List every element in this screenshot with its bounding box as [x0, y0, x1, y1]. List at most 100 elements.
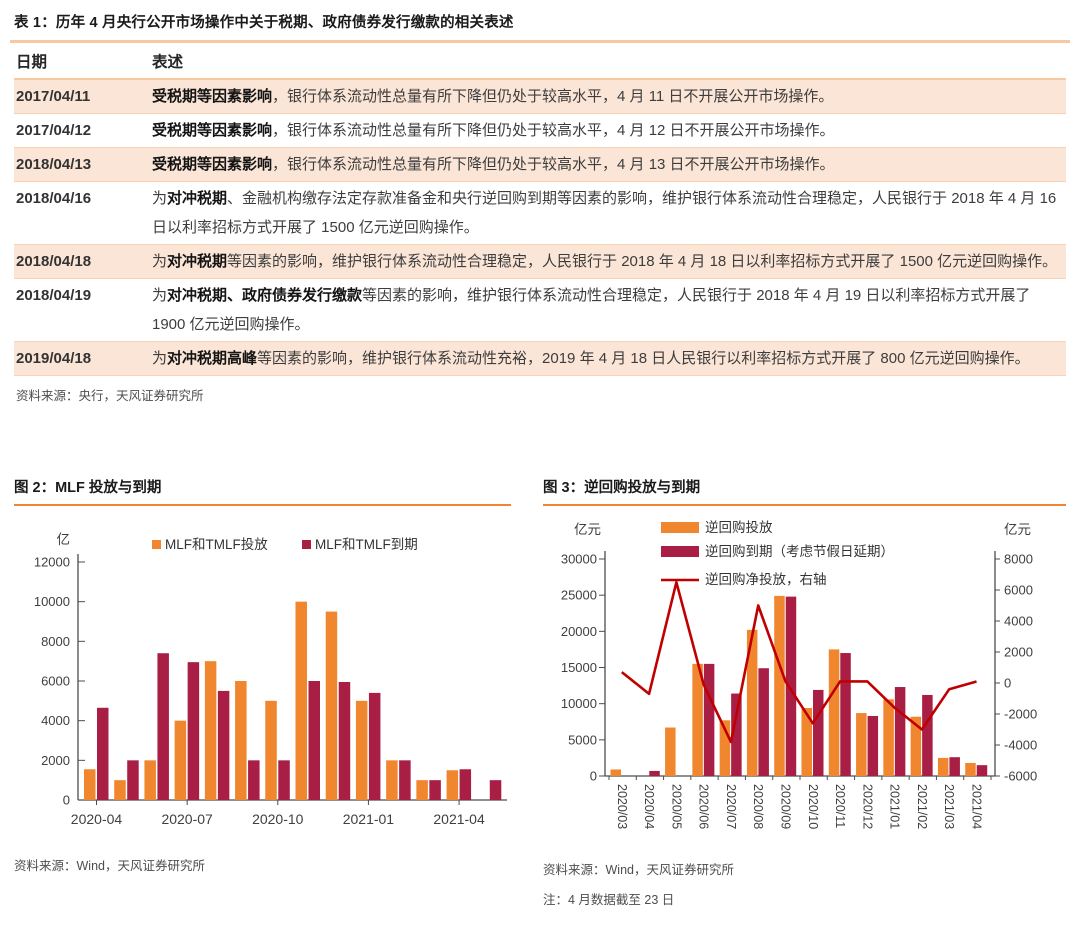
x-tick-label: 2020-10 — [252, 811, 304, 827]
bar — [610, 769, 621, 776]
x-tick-label: 2021/04 — [970, 784, 984, 829]
bar — [97, 707, 109, 800]
bar — [910, 716, 922, 776]
x-tick-label: 2020/04 — [642, 784, 656, 829]
bar — [265, 700, 277, 800]
table-row: 2017/04/12 受税期等因素影响，银行体系流动性总量有所下降但仍处于较高水平… — [14, 114, 1066, 148]
table-row: 2018/04/19 为对冲税期、政府债券发行缴款等因素的影响，维护银行体系流动性… — [14, 279, 1066, 342]
bar — [217, 690, 230, 800]
bar — [368, 692, 381, 800]
x-tick-label: 2021/01 — [888, 784, 902, 829]
mlf-bars-injection — [84, 601, 459, 800]
bar — [828, 649, 840, 776]
table-title: 表 1：历年 4 月央行公开市场操作中关于税期、政府债券发行缴款的相关表述 — [14, 15, 514, 31]
bar — [416, 780, 428, 800]
legend-swatch-injection — [661, 522, 699, 533]
date-cell: 2018/04/18 — [16, 253, 92, 270]
repo-bars-maturity — [649, 596, 988, 776]
bar — [278, 760, 290, 800]
bar — [949, 757, 960, 776]
legend-label-injection: 逆回购投放 — [705, 520, 773, 535]
bar — [665, 727, 676, 776]
legend-label-maturity: MLF和TMLF到期 — [315, 537, 418, 552]
x-tick-label: 2021/02 — [915, 784, 929, 829]
bar — [235, 681, 247, 800]
bar — [922, 694, 933, 776]
bar — [114, 780, 126, 800]
date-cell: 2018/04/16 — [16, 190, 92, 207]
right-tick-label: -6000 — [1004, 769, 1037, 784]
bar — [144, 760, 156, 800]
left-tick-label: 20000 — [561, 624, 597, 639]
bar — [813, 689, 824, 776]
bar — [84, 769, 96, 800]
x-tick-label: 2021-04 — [433, 811, 485, 827]
chart3-title: 图 3：逆回购投放与到期 — [543, 476, 1066, 506]
x-tick-label: 2021-01 — [343, 811, 395, 827]
desc-cell: 为对冲税期等因素的影响，维护银行体系流动性合理稳定，人民银行于 2018 年 4… — [152, 253, 1058, 270]
y-tick-label: 6000 — [41, 674, 70, 689]
bar — [801, 708, 812, 776]
x-tick-label: 2020/03 — [615, 784, 629, 829]
right-axis-unit: 亿元 — [1004, 522, 1031, 537]
page: 表 1：历年 4 月央行公开市场操作中关于税期、政府债券发行缴款的相关表述 日期… — [10, 15, 1070, 908]
table-row: 2017/04/11 受税期等因素影响，银行体系流动性总量有所下降但仍处于较高水平… — [14, 79, 1066, 114]
left-tick-label: 10000 — [561, 696, 597, 711]
repo-axes: 050001000015000200002500030000亿元-6000-40… — [561, 522, 1037, 829]
bar — [174, 720, 187, 800]
bar — [295, 601, 307, 800]
left-axis-unit: 亿元 — [574, 522, 601, 537]
date-cell: 2017/04/11 — [16, 88, 91, 105]
x-tick-label: 2020/08 — [751, 784, 765, 829]
y-tick-label: 8000 — [41, 634, 70, 649]
y-tick-label: 2000 — [41, 753, 70, 768]
chart2-section: 图 2：MLF 投放与到期 0 2000 4000 6000 8000 10000 1200… — [14, 476, 511, 908]
bar — [703, 663, 715, 776]
bar — [338, 681, 351, 800]
table-header-date: 日期 — [14, 43, 150, 80]
mlf-legend: MLF和TMLF投放 MLF和TMLF到期 — [152, 537, 418, 552]
right-tick-label: 6000 — [1004, 583, 1033, 598]
bar — [746, 629, 758, 776]
legend-swatch-maturity — [661, 546, 699, 557]
right-tick-label: 8000 — [1004, 552, 1033, 567]
bar — [429, 780, 441, 800]
legend-label-maturity: 逆回购到期（考虑节假日延期） — [705, 544, 894, 559]
legend-label-net: 逆回购净投放，右轴 — [705, 572, 827, 587]
bar — [187, 662, 200, 800]
table-row: 2018/04/16 为对冲税期、金融机构缴存法定存款准备金和央行逆回购到期等因素… — [14, 182, 1066, 245]
x-tick-label: 2020/12 — [860, 784, 874, 829]
chart3-section: 图 3：逆回购投放与到期 0 5000 10000 15000 20000 25000 30… — [543, 476, 1066, 908]
desc-cell: 为对冲税期、金融机构缴存法定存款准备金和央行逆回购到期等因素的影响，维护银行体系… — [152, 190, 1057, 236]
chart3-note: 注：4 月数据截至 23 日 — [543, 893, 675, 907]
bar — [719, 720, 731, 776]
bar — [731, 693, 742, 776]
bar — [649, 770, 660, 776]
x-tick-label: 2020/05 — [669, 784, 683, 829]
bar — [355, 700, 368, 800]
bar — [489, 780, 502, 800]
y-tick-label: 10000 — [34, 594, 70, 609]
x-tick-label: 2020/10 — [806, 784, 820, 829]
table-source: 资料来源：央行，天风证券研究所 — [16, 389, 204, 403]
y-tick-label: 12000 — [34, 555, 70, 570]
charts-row: 图 2：MLF 投放与到期 0 2000 4000 6000 8000 10000 1200… — [14, 476, 1066, 908]
bar — [883, 699, 894, 776]
date-cell: 2017/04/12 — [16, 122, 92, 139]
bar — [774, 595, 785, 776]
chart3-source: 资料来源：Wind，天风证券研究所 — [543, 863, 734, 877]
left-tick-label: 15000 — [561, 660, 597, 675]
x-tick-label: 2021/03 — [942, 784, 956, 829]
legend-swatch-maturity — [302, 540, 311, 549]
bar — [248, 760, 260, 800]
y-tick-label: 0 — [63, 793, 70, 808]
x-tick-label: 2020/07 — [724, 784, 738, 829]
bar — [867, 715, 879, 776]
bar — [976, 765, 988, 776]
bar — [399, 760, 411, 800]
x-tick-label: 2020-04 — [71, 811, 123, 827]
mlf-bars-maturity — [97, 653, 502, 800]
table-header-row: 日期 表述 — [14, 43, 1066, 80]
left-tick-label: 25000 — [561, 588, 597, 603]
